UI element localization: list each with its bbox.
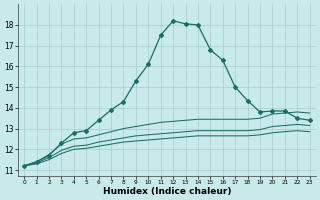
X-axis label: Humidex (Indice chaleur): Humidex (Indice chaleur) — [103, 187, 231, 196]
